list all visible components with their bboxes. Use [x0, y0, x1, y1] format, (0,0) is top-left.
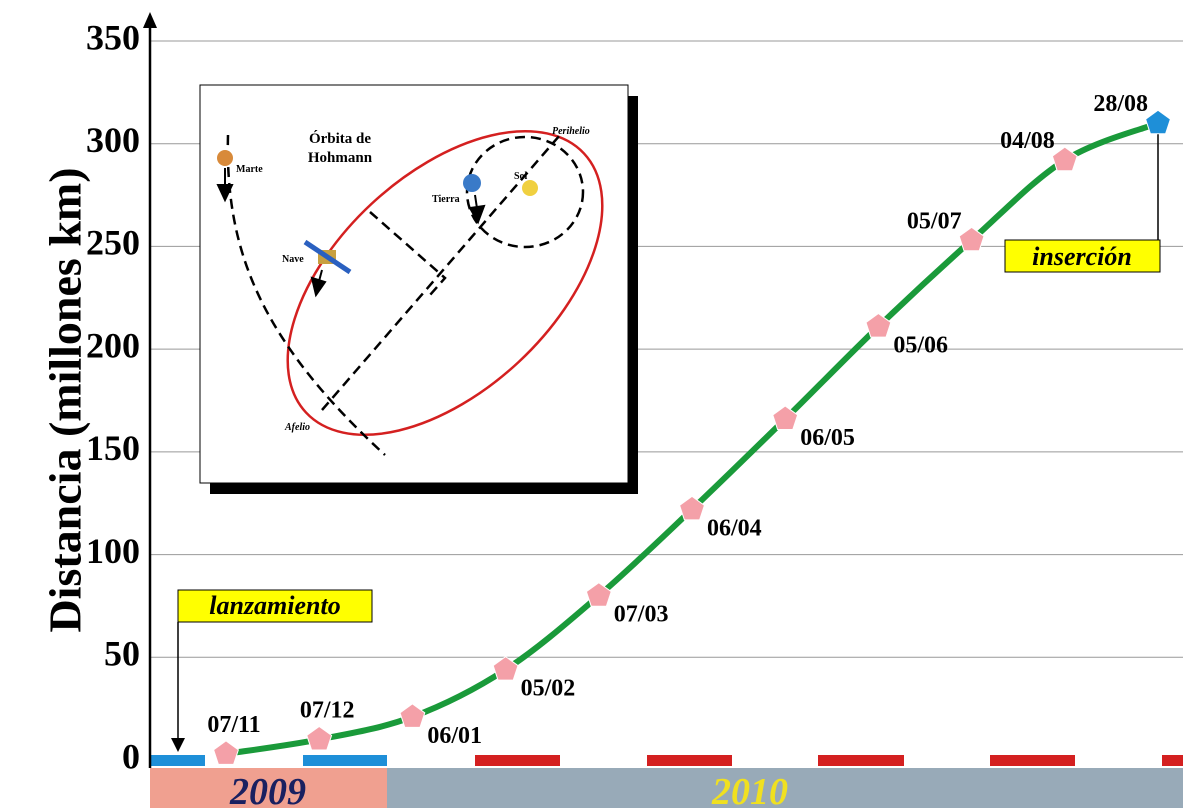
y-tick-label: 350: [86, 17, 140, 57]
point: [1145, 109, 1171, 135]
year-label: 2010: [711, 771, 788, 808]
orbit: [286, 129, 604, 437]
point-label: 28/08: [1093, 91, 1148, 117]
inset-label: Marte: [236, 164, 263, 175]
inset: Órbita de Hohmann Marte Nave Tierra Sol …: [199, 84, 638, 494]
point-label: 05/06: [893, 333, 948, 359]
year-band: [387, 768, 1183, 808]
point: [213, 740, 239, 765]
point: [679, 495, 705, 521]
y-axis-label: Distancia (millones km): [40, 167, 91, 632]
year-band: [150, 768, 387, 808]
inset-label: Afelio: [284, 422, 310, 433]
earth: [463, 174, 481, 192]
annotation-box: [177, 589, 373, 623]
month-strip: [150, 755, 1183, 766]
point: [306, 725, 333, 751]
axis-line: [321, 134, 561, 411]
mars: [217, 150, 233, 166]
inset-label: Sol: [514, 171, 528, 182]
y-tick-label: 150: [86, 428, 140, 468]
month-segment: [475, 755, 560, 766]
axis-marker: [369, 211, 447, 296]
point: [585, 582, 612, 607]
arrow: [216, 168, 234, 203]
axis-arrow: [143, 12, 157, 28]
ship-panel: [303, 239, 352, 275]
month-segment: [990, 755, 1075, 766]
sun: [522, 180, 538, 196]
inset-label: Tierra: [432, 194, 460, 205]
annotation: lanzamiento: [209, 591, 340, 620]
point-label: 04/08: [1000, 128, 1055, 154]
month-segment: [647, 755, 732, 766]
y-tick-label: 50: [104, 634, 140, 674]
point-label: 06/01: [427, 723, 482, 749]
point-label: 05/02: [521, 676, 576, 702]
y-tick-label: 200: [86, 325, 140, 365]
y-tick-label: 100: [86, 531, 140, 571]
earth-orbit: [465, 135, 585, 249]
inset-label: Perihelio: [552, 126, 590, 137]
point-label: 07/12: [300, 697, 355, 723]
y-tick-label: 300: [86, 120, 140, 160]
inset-title: Hohmann: [308, 150, 373, 166]
month-segment: [1162, 755, 1183, 766]
point: [399, 703, 426, 728]
point-label: 06/05: [800, 425, 855, 451]
month-segment: [150, 755, 205, 766]
annotation-box: [1004, 239, 1161, 273]
inset-title: Órbita de: [309, 130, 371, 147]
arrow: [310, 269, 327, 298]
y-tick-label: 250: [86, 223, 140, 263]
year-label: 2009: [229, 771, 306, 808]
mars-path: [226, 134, 386, 456]
point-label: 07/11: [207, 712, 260, 738]
point: [1051, 146, 1078, 172]
point-label: 06/04: [707, 515, 762, 541]
inset-box: [199, 84, 629, 484]
point-label: 05/07: [907, 208, 962, 234]
point: [865, 312, 892, 338]
point: [958, 226, 985, 252]
inset-label: Nave: [282, 254, 304, 265]
point-label: 07/03: [614, 602, 669, 628]
point: [492, 655, 519, 681]
point: [772, 405, 799, 430]
arrow: [468, 194, 486, 225]
y-tick-label: 0: [122, 736, 140, 776]
month-segment: [303, 755, 387, 766]
annotation-arrow: [171, 738, 185, 752]
annotation: inserción: [1032, 242, 1132, 271]
month-segment: [818, 755, 904, 766]
